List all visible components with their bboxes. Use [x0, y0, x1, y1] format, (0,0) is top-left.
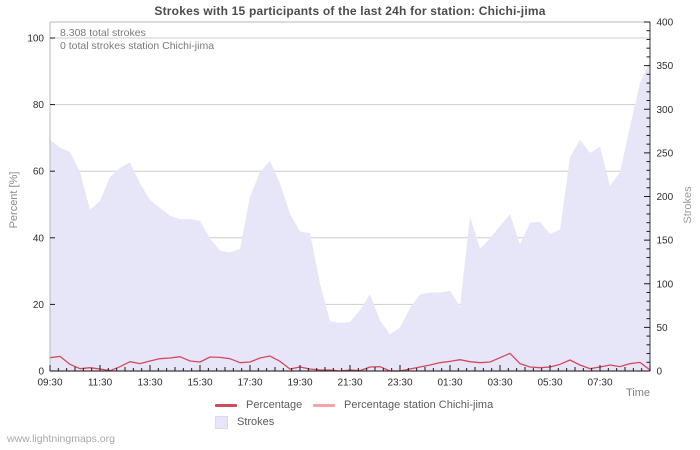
legend-item-percentage-station: Percentage station Chichi-jima	[313, 398, 493, 412]
svg-text:200: 200	[657, 192, 674, 203]
svg-text:250: 250	[657, 148, 674, 159]
legend-label-percentage: Percentage	[246, 399, 303, 411]
legend-label-strokes: Strokes	[237, 416, 275, 428]
x-axis-label-time: Time	[625, 387, 650, 399]
svg-text:60: 60	[33, 167, 45, 178]
svg-text:0: 0	[657, 367, 663, 378]
svg-text:05:30: 05:30	[537, 378, 562, 389]
svg-text:100: 100	[657, 279, 674, 290]
svg-text:150: 150	[657, 236, 674, 247]
svg-text:23:30: 23:30	[387, 378, 412, 389]
svg-text:400: 400	[657, 18, 674, 29]
watermark: www.lightningmaps.org	[7, 433, 115, 445]
svg-text:07:30: 07:30	[587, 378, 612, 389]
svg-text:01:30: 01:30	[437, 378, 462, 389]
legend-label-percentage-station: Percentage station Chichi-jima	[344, 399, 494, 411]
svg-text:11:30: 11:30	[88, 378, 113, 389]
svg-text:15:30: 15:30	[187, 378, 212, 389]
chart-title: Strokes with 15 participants of the last…	[154, 4, 546, 18]
y-axis-label-strokes: Strokes	[682, 186, 694, 224]
svg-text:09:30: 09:30	[37, 378, 62, 389]
percentage-line-swatch	[215, 403, 237, 407]
svg-text:80: 80	[33, 100, 45, 111]
svg-text:40: 40	[33, 233, 45, 244]
legend-item-strokes: Strokes	[215, 415, 274, 429]
svg-text:100: 100	[27, 34, 44, 45]
annotation-station-strokes: 0 total strokes station Chichi-jima	[60, 40, 215, 52]
svg-text:17:30: 17:30	[237, 378, 262, 389]
svg-text:13:30: 13:30	[137, 378, 162, 389]
percentage-station-line-swatch	[313, 403, 335, 407]
svg-text:350: 350	[657, 61, 674, 72]
svg-text:50: 50	[657, 323, 669, 334]
annotation-total-strokes: 8.308 total strokes	[60, 27, 146, 39]
svg-text:21:30: 21:30	[337, 378, 362, 389]
strokes-area-swatch	[215, 415, 228, 429]
svg-text:0: 0	[38, 367, 44, 378]
chart-annotations: 8.308 total strokes 0 total strokes stat…	[60, 27, 214, 53]
svg-text:300: 300	[657, 105, 674, 116]
svg-text:03:30: 03:30	[487, 378, 512, 389]
svg-text:20: 20	[33, 300, 45, 311]
svg-text:19:30: 19:30	[287, 378, 312, 389]
y-axis-label-percent: Percent [%]	[8, 171, 20, 229]
legend-item-percentage: Percentage	[215, 398, 302, 412]
